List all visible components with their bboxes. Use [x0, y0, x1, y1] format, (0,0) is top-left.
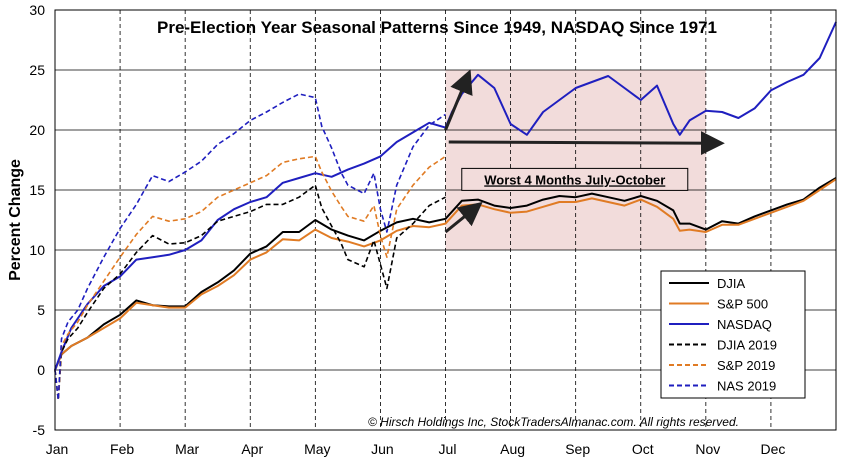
x-tick-label: Nov — [695, 441, 720, 457]
y-tick-label: 10 — [29, 242, 45, 258]
x-tick-label: Jan — [46, 441, 69, 457]
x-tick-label: Apr — [241, 441, 263, 457]
y-tick-label: 5 — [37, 302, 45, 318]
series-s-p-500 — [54, 178, 837, 371]
plot-frame — [54, 9, 837, 431]
legend-label: DJIA 2019 — [717, 338, 777, 353]
x-tick-label: Feb — [110, 441, 134, 457]
y-axis-label: Percent Change — [7, 159, 24, 281]
x-tick-label: May — [304, 441, 330, 457]
annotation-box — [461, 167, 689, 191]
arrow-djia-up — [444, 201, 483, 234]
chart-title: Pre-Election Year Seasonal Patterns Sinc… — [157, 18, 717, 37]
arrow-nasdaq-up — [444, 69, 473, 131]
series-djia-2019 — [54, 184, 446, 401]
x-tick-label: Jun — [371, 441, 394, 457]
series-nas-2019 — [54, 93, 446, 401]
x-tick-label: Aug — [500, 441, 525, 457]
annotation-layer: Worst 4 Months July-October — [444, 69, 725, 234]
y-tick-label: 15 — [29, 182, 45, 198]
x-tick-label: Mar — [175, 441, 199, 457]
y-tick-label: 30 — [29, 2, 45, 18]
annotation-label: Worst 4 Months July-October — [484, 172, 665, 187]
y-tick-label: 20 — [29, 122, 45, 138]
series-djia — [54, 177, 837, 371]
legend-label: DJIA — [717, 276, 746, 291]
x-tick-label: Sep — [565, 441, 590, 457]
legend: DJIA S&P 500 NASDAQ DJIA 2019 S&P 2019 NAS 20… — [660, 270, 806, 399]
arrow-flat — [448, 131, 725, 156]
series-s-p-2019 — [54, 155, 446, 401]
legend-box — [660, 270, 806, 399]
x-tick-label: Oct — [632, 441, 654, 457]
legend-label: S&P 2019 — [717, 358, 775, 373]
x-tick-label: Jul — [439, 441, 457, 457]
legend-label: NAS 2019 — [717, 379, 776, 394]
y-tick-label: 25 — [29, 62, 45, 78]
y-tick-label: 0 — [37, 362, 45, 378]
x-tick-label: Dec — [760, 441, 785, 457]
legend-label: S&P 500 — [717, 297, 768, 312]
legend-label: NASDAQ — [717, 317, 772, 332]
copyright-note: © Hirsch Holdings Inc, StockTradersAlman… — [368, 415, 739, 429]
y-tick-label: -5 — [33, 422, 46, 438]
axis-layer: -5 0 5 10 15 20 25 30 Jan Feb Mar Apr May Jun Jul Aug Se… — [29, 2, 785, 457]
